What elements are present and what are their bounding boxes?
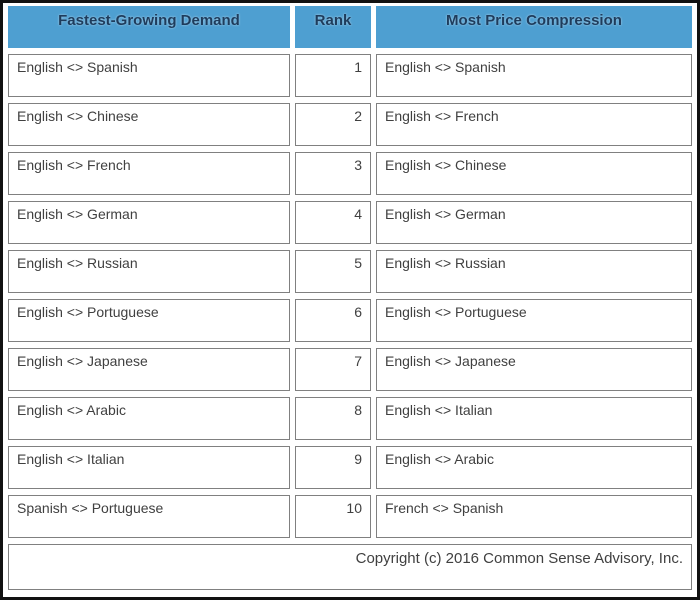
table-row: English <> Russian 5 English <> Russian — [8, 250, 692, 293]
demand-cell: English <> Japanese — [8, 348, 290, 391]
demand-cell: English <> Portuguese — [8, 299, 290, 342]
table-row: English <> Portuguese 6 English <> Portu… — [8, 299, 692, 342]
compression-cell: English <> Arabic — [376, 446, 692, 489]
header-rank: Rank — [295, 6, 371, 48]
compression-cell: English <> Japanese — [376, 348, 692, 391]
rank-cell: 7 — [295, 348, 371, 391]
table-row: Spanish <> Portuguese 10 French <> Spani… — [8, 495, 692, 538]
table-row: English <> Italian 9 English <> Arabic — [8, 446, 692, 489]
compression-cell: English <> French — [376, 103, 692, 146]
compression-cell: English <> Spanish — [376, 54, 692, 97]
rank-cell: 1 — [295, 54, 371, 97]
compression-cell: English <> Russian — [376, 250, 692, 293]
demand-cell: English <> Russian — [8, 250, 290, 293]
table-body: English <> Spanish 1 English <> Spanish … — [8, 54, 692, 538]
rank-cell: 4 — [295, 201, 371, 244]
compression-cell: English <> Portuguese — [376, 299, 692, 342]
rank-cell: 2 — [295, 103, 371, 146]
header-row: Fastest-Growing Demand Rank Most Price C… — [8, 6, 692, 48]
rank-cell: 3 — [295, 152, 371, 195]
demand-cell: English <> Arabic — [8, 397, 290, 440]
compression-cell: English <> Chinese — [376, 152, 692, 195]
table-row: English <> Arabic 8 English <> Italian — [8, 397, 692, 440]
table-row: English <> Spanish 1 English <> Spanish — [8, 54, 692, 97]
header-fastest-growing-demand: Fastest-Growing Demand — [8, 6, 290, 48]
copyright-footer: Copyright (c) 2016 Common Sense Advisory… — [8, 544, 692, 590]
demand-cell: Spanish <> Portuguese — [8, 495, 290, 538]
compression-cell: English <> Italian — [376, 397, 692, 440]
header-most-price-compression: Most Price Compression — [376, 6, 692, 48]
rank-cell: 5 — [295, 250, 371, 293]
demand-cell: English <> Chinese — [8, 103, 290, 146]
table-row: English <> Chinese 2 English <> French — [8, 103, 692, 146]
rank-cell: 6 — [295, 299, 371, 342]
compression-cell: French <> Spanish — [376, 495, 692, 538]
rank-cell: 10 — [295, 495, 371, 538]
rank-cell: 8 — [295, 397, 371, 440]
demand-cell: English <> French — [8, 152, 290, 195]
table-row: English <> German 4 English <> German — [8, 201, 692, 244]
demand-cell: English <> German — [8, 201, 290, 244]
rank-cell: 9 — [295, 446, 371, 489]
demand-cell: English <> Italian — [8, 446, 290, 489]
compression-cell: English <> German — [376, 201, 692, 244]
table-row: English <> French 3 English <> Chinese — [8, 152, 692, 195]
demand-cell: English <> Spanish — [8, 54, 290, 97]
table-row: English <> Japanese 7 English <> Japanes… — [8, 348, 692, 391]
